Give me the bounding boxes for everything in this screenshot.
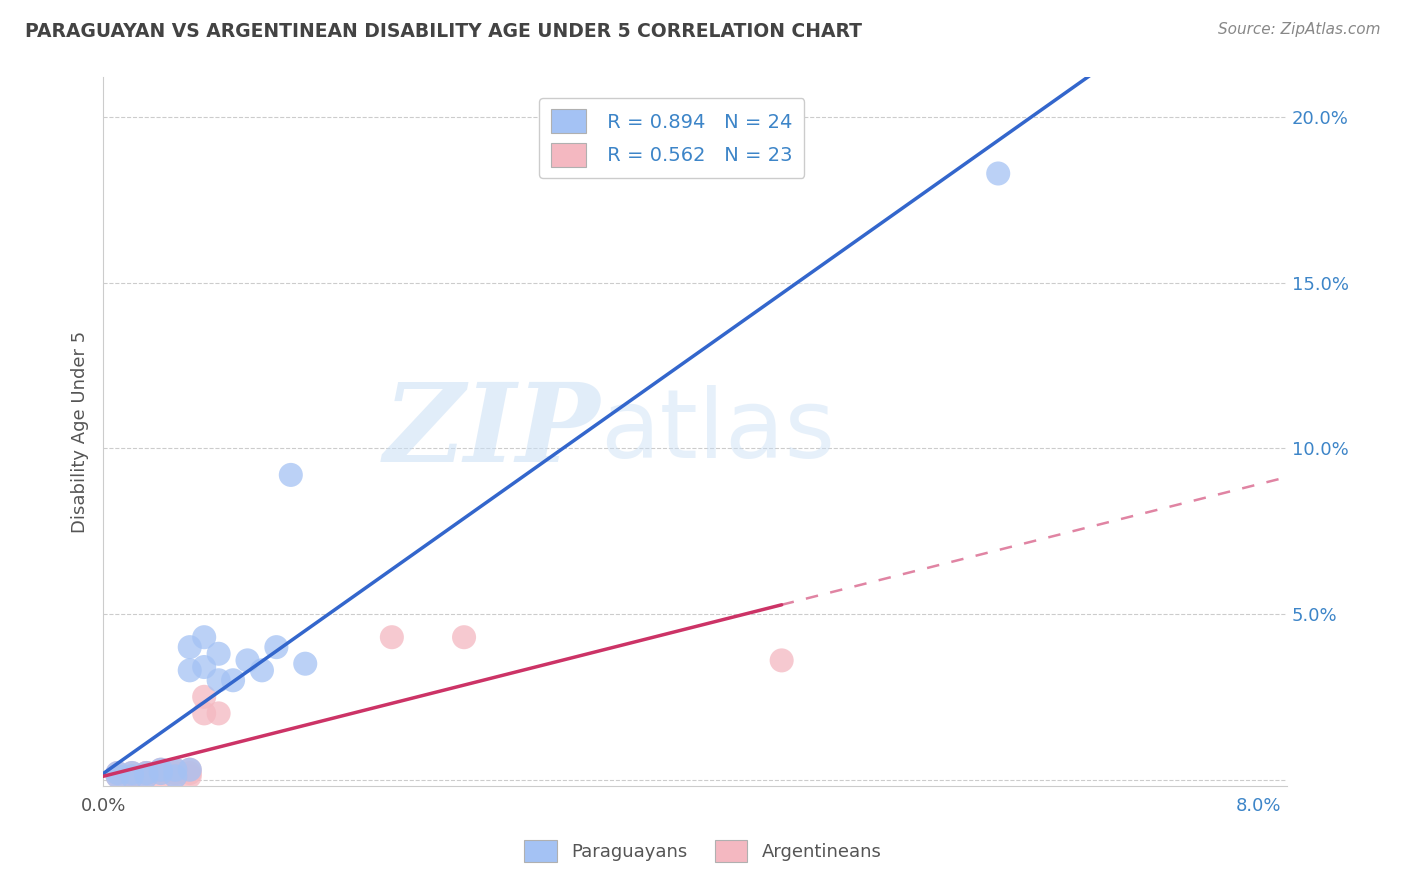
Point bbox=[135, 766, 157, 780]
Point bbox=[107, 766, 129, 780]
Point bbox=[165, 763, 187, 777]
Point bbox=[193, 630, 215, 644]
Point bbox=[193, 690, 215, 704]
Point bbox=[381, 630, 404, 644]
Point bbox=[236, 653, 259, 667]
Legend: Paraguayans, Argentineans: Paraguayans, Argentineans bbox=[517, 833, 889, 870]
Point bbox=[165, 763, 187, 777]
Point bbox=[165, 769, 187, 783]
Text: atlas: atlas bbox=[600, 385, 835, 478]
Point bbox=[149, 766, 172, 780]
Point bbox=[107, 766, 129, 780]
Point bbox=[266, 640, 288, 654]
Point bbox=[294, 657, 316, 671]
Point bbox=[193, 660, 215, 674]
Point bbox=[135, 766, 157, 780]
Point bbox=[149, 763, 172, 777]
Point bbox=[222, 673, 245, 688]
Point bbox=[453, 630, 475, 644]
Point bbox=[165, 769, 187, 783]
Point bbox=[987, 167, 1010, 181]
Point bbox=[179, 663, 201, 677]
Point bbox=[207, 706, 229, 721]
Point bbox=[179, 769, 201, 783]
Point bbox=[149, 769, 172, 783]
Point bbox=[207, 673, 229, 688]
Text: Source: ZipAtlas.com: Source: ZipAtlas.com bbox=[1218, 22, 1381, 37]
Point bbox=[250, 663, 273, 677]
Point bbox=[121, 769, 143, 783]
Point bbox=[179, 640, 201, 654]
Text: 8.0%: 8.0% bbox=[1236, 797, 1281, 815]
Point bbox=[207, 647, 229, 661]
Text: ZIP: ZIP bbox=[384, 378, 600, 485]
Point bbox=[179, 766, 201, 780]
Point bbox=[280, 467, 302, 482]
Point bbox=[135, 769, 157, 783]
Point bbox=[770, 653, 793, 667]
Point bbox=[121, 766, 143, 780]
Point bbox=[149, 763, 172, 777]
Point bbox=[193, 706, 215, 721]
Y-axis label: Disability Age Under 5: Disability Age Under 5 bbox=[72, 331, 89, 533]
Point bbox=[107, 769, 129, 783]
Text: PARAGUAYAN VS ARGENTINEAN DISABILITY AGE UNDER 5 CORRELATION CHART: PARAGUAYAN VS ARGENTINEAN DISABILITY AGE… bbox=[25, 22, 862, 41]
Text: 0.0%: 0.0% bbox=[80, 797, 125, 815]
Point bbox=[121, 769, 143, 783]
Point bbox=[121, 769, 143, 783]
Point bbox=[107, 769, 129, 783]
Point bbox=[165, 766, 187, 780]
Point bbox=[179, 763, 201, 777]
Point bbox=[121, 766, 143, 780]
Point bbox=[179, 763, 201, 777]
Point bbox=[135, 766, 157, 780]
Point bbox=[135, 769, 157, 783]
Point bbox=[149, 766, 172, 780]
Legend:  R = 0.894   N = 24,  R = 0.562   N = 23: R = 0.894 N = 24, R = 0.562 N = 23 bbox=[538, 98, 804, 178]
